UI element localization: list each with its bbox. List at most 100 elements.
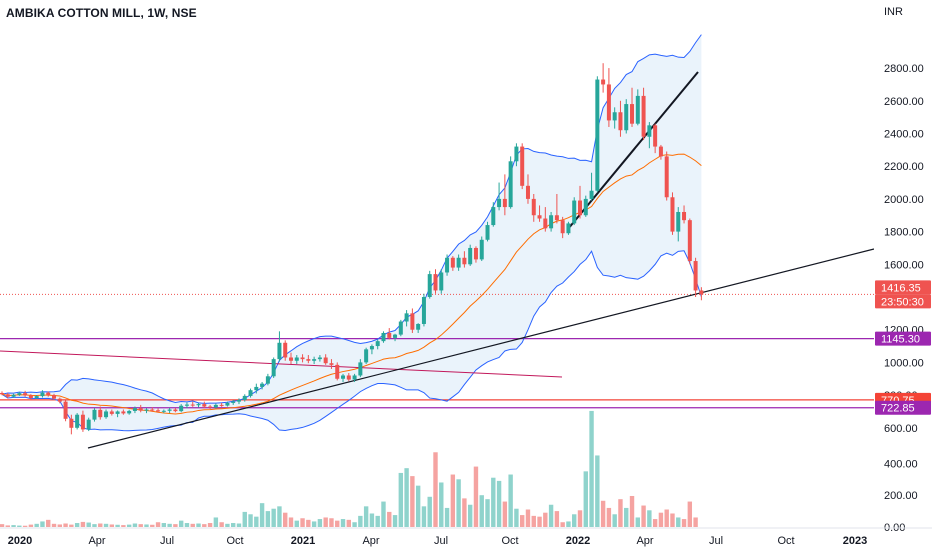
candle[interactable]: [115, 410, 120, 418]
candle[interactable]: [537, 205, 542, 222]
candle[interactable]: [341, 373, 346, 383]
candle[interactable]: [260, 382, 265, 390]
candle[interactable]: [427, 270, 432, 299]
candle[interactable]: [294, 355, 299, 365]
candle[interactable]: [277, 331, 282, 362]
candle[interactable]: [161, 409, 166, 414]
candle[interactable]: [109, 409, 114, 416]
candle[interactable]: [86, 417, 91, 432]
candle[interactable]: [601, 63, 606, 93]
candle[interactable]: [236, 398, 241, 405]
candle[interactable]: [404, 310, 409, 327]
candle[interactable]: [34, 395, 39, 400]
candle[interactable]: [676, 207, 681, 242]
candle[interactable]: [416, 323, 421, 333]
candle[interactable]: [525, 174, 530, 204]
candle[interactable]: [173, 408, 178, 413]
candle[interactable]: [531, 193, 536, 222]
candle[interactable]: [520, 143, 525, 190]
candle[interactable]: [583, 195, 588, 217]
candle[interactable]: [456, 254, 461, 271]
candle[interactable]: [219, 402, 224, 407]
candle[interactable]: [393, 333, 398, 342]
downtrend-line[interactable]: [0, 350, 563, 378]
candle[interactable]: [502, 174, 507, 216]
candle[interactable]: [543, 207, 548, 232]
candle[interactable]: [421, 293, 426, 327]
candle[interactable]: [150, 407, 155, 412]
candle[interactable]: [283, 340, 288, 361]
candle[interactable]: [289, 352, 293, 365]
candle[interactable]: [132, 406, 137, 414]
candle[interactable]: [104, 409, 109, 419]
candle[interactable]: [560, 216, 565, 239]
candle[interactable]: [618, 100, 623, 137]
candle[interactable]: [306, 355, 311, 364]
candle[interactable]: [485, 221, 490, 242]
candle[interactable]: [98, 406, 103, 420]
candle[interactable]: [144, 408, 149, 414]
candle[interactable]: [231, 400, 236, 405]
candle[interactable]: [387, 328, 392, 340]
candle[interactable]: [23, 390, 28, 397]
candle[interactable]: [687, 218, 692, 265]
candle[interactable]: [381, 331, 386, 343]
candle[interactable]: [514, 143, 519, 167]
candle[interactable]: [121, 409, 126, 415]
candle[interactable]: [364, 347, 369, 365]
candle[interactable]: [699, 287, 704, 301]
candle[interactable]: [670, 192, 675, 235]
candle[interactable]: [445, 254, 450, 276]
candle[interactable]: [358, 359, 363, 378]
candle[interactable]: [5, 393, 10, 399]
candle[interactable]: [578, 185, 582, 219]
candle[interactable]: [202, 401, 207, 409]
candle[interactable]: [479, 236, 484, 262]
candle[interactable]: [69, 414, 74, 435]
candle[interactable]: [254, 383, 259, 394]
candle[interactable]: [369, 344, 374, 355]
candle[interactable]: [682, 205, 687, 224]
candle[interactable]: [190, 401, 195, 407]
candle[interactable]: [606, 68, 611, 127]
candle[interactable]: [549, 211, 554, 232]
candle[interactable]: [63, 400, 68, 422]
candle[interactable]: [410, 308, 415, 333]
candle[interactable]: [589, 172, 594, 201]
candle[interactable]: [92, 408, 97, 422]
candle[interactable]: [491, 202, 496, 227]
candle[interactable]: [317, 355, 322, 362]
candle[interactable]: [80, 410, 85, 432]
candle[interactable]: [312, 356, 317, 365]
candle[interactable]: [612, 107, 617, 129]
candle[interactable]: [213, 403, 218, 409]
candle[interactable]: [11, 393, 16, 398]
candle[interactable]: [335, 362, 340, 381]
candle[interactable]: [300, 354, 305, 363]
candle[interactable]: [242, 394, 247, 402]
candle[interactable]: [46, 391, 51, 397]
candle[interactable]: [375, 339, 380, 350]
candle[interactable]: [329, 359, 334, 369]
candle[interactable]: [647, 122, 652, 149]
candle[interactable]: [28, 394, 33, 400]
candle[interactable]: [398, 319, 403, 337]
candle[interactable]: [693, 257, 698, 297]
candle[interactable]: [0, 391, 4, 396]
candle[interactable]: [508, 156, 513, 209]
candle[interactable]: [57, 397, 62, 404]
candle[interactable]: [52, 393, 57, 401]
candle[interactable]: [624, 99, 629, 134]
candle[interactable]: [196, 402, 201, 408]
candle[interactable]: [664, 151, 669, 201]
candle[interactable]: [352, 373, 357, 383]
candle[interactable]: [658, 144, 663, 160]
candle[interactable]: [554, 193, 559, 224]
candle[interactable]: [75, 413, 80, 430]
candle[interactable]: [40, 390, 45, 398]
candle[interactable]: [179, 404, 184, 413]
candle[interactable]: [208, 404, 213, 409]
candle[interactable]: [473, 246, 478, 263]
